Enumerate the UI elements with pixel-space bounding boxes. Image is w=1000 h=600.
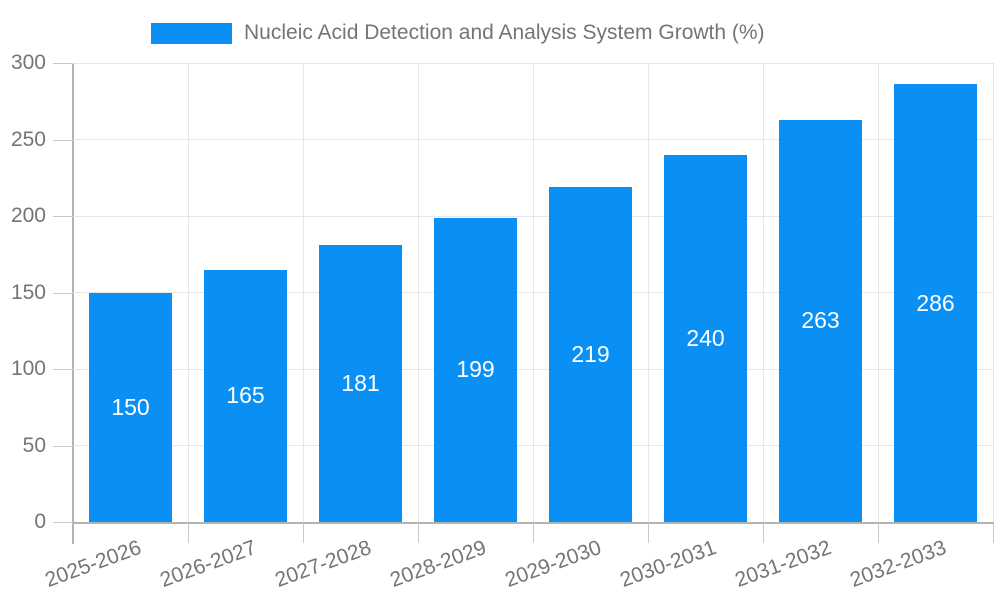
y-axis-tick xyxy=(53,522,73,523)
y-axis-tick xyxy=(53,139,73,141)
bar-value-label: 219 xyxy=(571,340,610,367)
x-axis-tick xyxy=(648,523,649,543)
x-axis-tick xyxy=(993,523,994,543)
bar-value-label: 150 xyxy=(111,393,150,420)
y-axis-label: 150 xyxy=(10,280,46,304)
legend-swatch xyxy=(151,22,232,44)
x-axis-tick xyxy=(303,523,304,543)
bar: 286 xyxy=(894,84,977,522)
bar-value-label: 199 xyxy=(456,356,495,383)
y-axis-label: 300 xyxy=(10,51,46,74)
x-axis-label: 2030-2031 xyxy=(617,536,720,592)
bar: 150 xyxy=(89,292,172,522)
gridline-vertical xyxy=(877,63,879,522)
chart-legend: Nucleic Acid Detection and Analysis Syst… xyxy=(151,22,765,44)
bar-value-label: 263 xyxy=(801,307,840,334)
gridline-vertical xyxy=(762,63,764,522)
chart-title: Nucleic Acid Detection and Analysis Syst… xyxy=(244,21,765,44)
y-axis-label: 0 xyxy=(34,510,46,533)
x-axis-tick xyxy=(763,523,764,543)
bar-value-label: 240 xyxy=(686,324,725,351)
x-axis-tick xyxy=(188,523,189,543)
y-axis-line xyxy=(72,63,74,544)
bar-value-label: 286 xyxy=(916,289,955,316)
bar: 165 xyxy=(204,269,287,522)
bar: 240 xyxy=(664,154,747,522)
y-axis-tick xyxy=(53,369,73,370)
x-axis-label: 2032-2033 xyxy=(847,536,950,592)
x-axis-label: 2027-2028 xyxy=(272,536,375,592)
x-axis-tick xyxy=(418,523,419,543)
gridline-vertical xyxy=(417,63,419,522)
plot-area: 150 165 181 199 219 240 263 286 xyxy=(73,62,994,522)
y-axis-label: 200 xyxy=(10,204,46,227)
y-axis-label: 100 xyxy=(10,357,46,380)
y-axis-tick xyxy=(53,63,73,64)
y-axis-tick xyxy=(53,216,73,217)
x-axis-tick xyxy=(878,523,879,543)
bar: 199 xyxy=(434,217,517,522)
x-axis-label: 2029-2030 xyxy=(502,536,605,592)
gridline-vertical xyxy=(302,63,304,522)
bar-value-label: 165 xyxy=(226,382,265,409)
bar-value-label: 181 xyxy=(341,370,380,397)
y-axis-label: 250 xyxy=(10,127,46,151)
bar: 181 xyxy=(319,245,402,522)
x-axis-label: 2031-2032 xyxy=(732,536,835,592)
x-axis-label: 2025-2026 xyxy=(42,536,145,592)
bar: 219 xyxy=(549,186,632,522)
gridline-vertical xyxy=(992,63,994,522)
y-axis-tick xyxy=(53,292,73,294)
y-axis-tick xyxy=(53,445,73,447)
x-axis-label: 2028-2029 xyxy=(387,536,490,592)
x-axis-tick xyxy=(533,523,534,543)
gridline-vertical xyxy=(647,63,649,522)
bar: 263 xyxy=(779,119,862,522)
gridline-vertical xyxy=(187,63,189,522)
y-axis-label: 50 xyxy=(22,433,46,457)
x-axis-label: 2026-2027 xyxy=(157,536,260,592)
gridline-vertical xyxy=(532,63,534,522)
